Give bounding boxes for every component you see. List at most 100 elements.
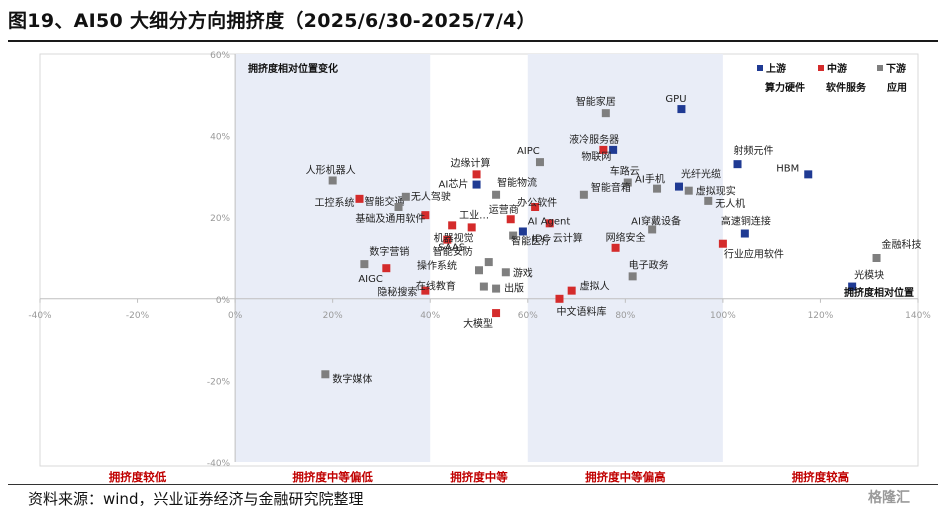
- point-downstream: [492, 284, 501, 293]
- point-downstream: [601, 109, 610, 118]
- point-downstream: [360, 260, 369, 269]
- x-tick-label: 20%: [323, 311, 343, 321]
- zone-label: 拥挤度较低: [109, 470, 167, 484]
- x-axis-label: 拥挤度相对位置: [844, 286, 914, 299]
- legend-subtitle: 应用: [887, 81, 907, 94]
- point-downstream: [509, 231, 518, 240]
- point-midstream: [599, 145, 608, 154]
- point-midstream: [421, 286, 430, 295]
- point-label: 中文语料库: [556, 305, 606, 318]
- point-downstream: [328, 176, 337, 185]
- point-midstream: [567, 286, 576, 295]
- watermark-logo: 格隆汇: [868, 490, 910, 506]
- point-label: AIGC: [358, 274, 383, 285]
- point-downstream: [492, 190, 501, 199]
- point-midstream: [555, 294, 564, 303]
- point-downstream: [479, 282, 488, 291]
- y-tick-label: -20%: [207, 377, 231, 387]
- point-label: 操作系统: [417, 259, 457, 272]
- point-downstream: [579, 190, 588, 199]
- point-downstream: [684, 186, 693, 195]
- point-label: 智能家居: [576, 95, 616, 108]
- point-midstream: [467, 223, 476, 232]
- source-note: 资料来源：wind，兴业证券经济与金融研究院整理: [28, 490, 364, 508]
- legend-name: 下游: [886, 62, 906, 75]
- y-axis-label: 拥挤度相对位置变化: [248, 62, 338, 75]
- point-label: IDC 云计算: [532, 231, 583, 244]
- point-label: 数字营销: [369, 245, 409, 258]
- title-rule: [8, 40, 938, 42]
- point-midstream: [355, 194, 364, 203]
- y-tick-label: 40%: [210, 133, 230, 143]
- point-midstream: [531, 203, 540, 211]
- point-downstream: [484, 258, 493, 267]
- legend-subtitle: 算力硬件: [764, 81, 805, 94]
- point-label: 隐秘搜索: [377, 286, 417, 299]
- point-midstream: [545, 219, 554, 228]
- point-label: 边缘计算: [451, 156, 491, 169]
- point-downstream: [653, 184, 662, 193]
- point-label: 液冷服务器: [569, 133, 619, 146]
- point-midstream: [492, 309, 501, 318]
- x-tick-label: 120%: [808, 311, 834, 321]
- x-tick-label: 80%: [615, 311, 635, 321]
- point-label: 智能交通: [364, 195, 404, 208]
- point-label: 无人驾驶: [411, 190, 451, 203]
- point-label: 物联网: [581, 150, 611, 163]
- y-tick-label: 20%: [210, 214, 230, 224]
- point-midstream: [421, 211, 430, 220]
- legend-name: 中游: [827, 62, 847, 75]
- point-downstream: [475, 266, 483, 275]
- point-downstream: [704, 196, 713, 205]
- zone-label: 拥挤度中等偏低: [292, 470, 373, 484]
- plot-area-frame: [39, 53, 919, 467]
- point-midstream: [472, 170, 481, 179]
- x-tick-label: 40%: [420, 311, 440, 321]
- point-label: 无人机: [715, 197, 745, 210]
- point-label: HBM: [776, 163, 799, 174]
- point-downstream: [623, 178, 632, 187]
- point-midstream: [718, 239, 727, 248]
- point-label: 游戏: [513, 266, 533, 279]
- point-downstream: [501, 268, 510, 277]
- point-label: 车路云: [610, 165, 640, 178]
- shaded-band-0: [235, 54, 431, 462]
- x-tick-label: 140%: [905, 311, 931, 321]
- point-downstream: [394, 203, 403, 211]
- point-downstream: [321, 370, 330, 379]
- point-midstream: [611, 243, 620, 252]
- point-upstream: [677, 105, 686, 114]
- point-label: 射频元件: [734, 144, 774, 157]
- point-label: 智能医疗: [511, 235, 551, 248]
- x-tick-label: -20%: [126, 311, 150, 321]
- point-label: AIPC: [517, 146, 540, 157]
- point-downstream: [648, 225, 657, 234]
- point-upstream: [609, 145, 618, 154]
- point-midstream: [506, 215, 515, 224]
- point-upstream: [740, 229, 749, 238]
- point-upstream: [804, 170, 813, 179]
- point-label: 电子政务: [629, 258, 669, 271]
- legend-swatch-upstream: [757, 65, 763, 71]
- point-upstream: [518, 227, 527, 236]
- point-label: 高速铜连接: [721, 215, 771, 228]
- point-label: 出版: [504, 282, 524, 295]
- legend-swatch-downstream: [877, 65, 883, 71]
- point-label: AI穿戴设备: [631, 214, 681, 227]
- point-label: 虚拟人: [580, 280, 610, 293]
- point-label: 大模型: [463, 317, 493, 330]
- point-downstream: [872, 254, 881, 262]
- point-downstream: [401, 192, 410, 201]
- x-tick-label: -40%: [28, 311, 52, 321]
- zone-label: 拥挤度中等偏高: [585, 470, 666, 484]
- point-label: 智能安防: [433, 245, 473, 258]
- x-tick-label: 0%: [228, 311, 243, 321]
- source-rule: [8, 484, 938, 485]
- point-midstream: [443, 235, 452, 244]
- point-label: 金融科技: [882, 238, 922, 251]
- point-label: GPU: [665, 94, 686, 105]
- point-label: 虚拟现实: [696, 185, 736, 198]
- point-label: 基础及通用软件: [355, 212, 425, 225]
- point-upstream: [733, 160, 742, 169]
